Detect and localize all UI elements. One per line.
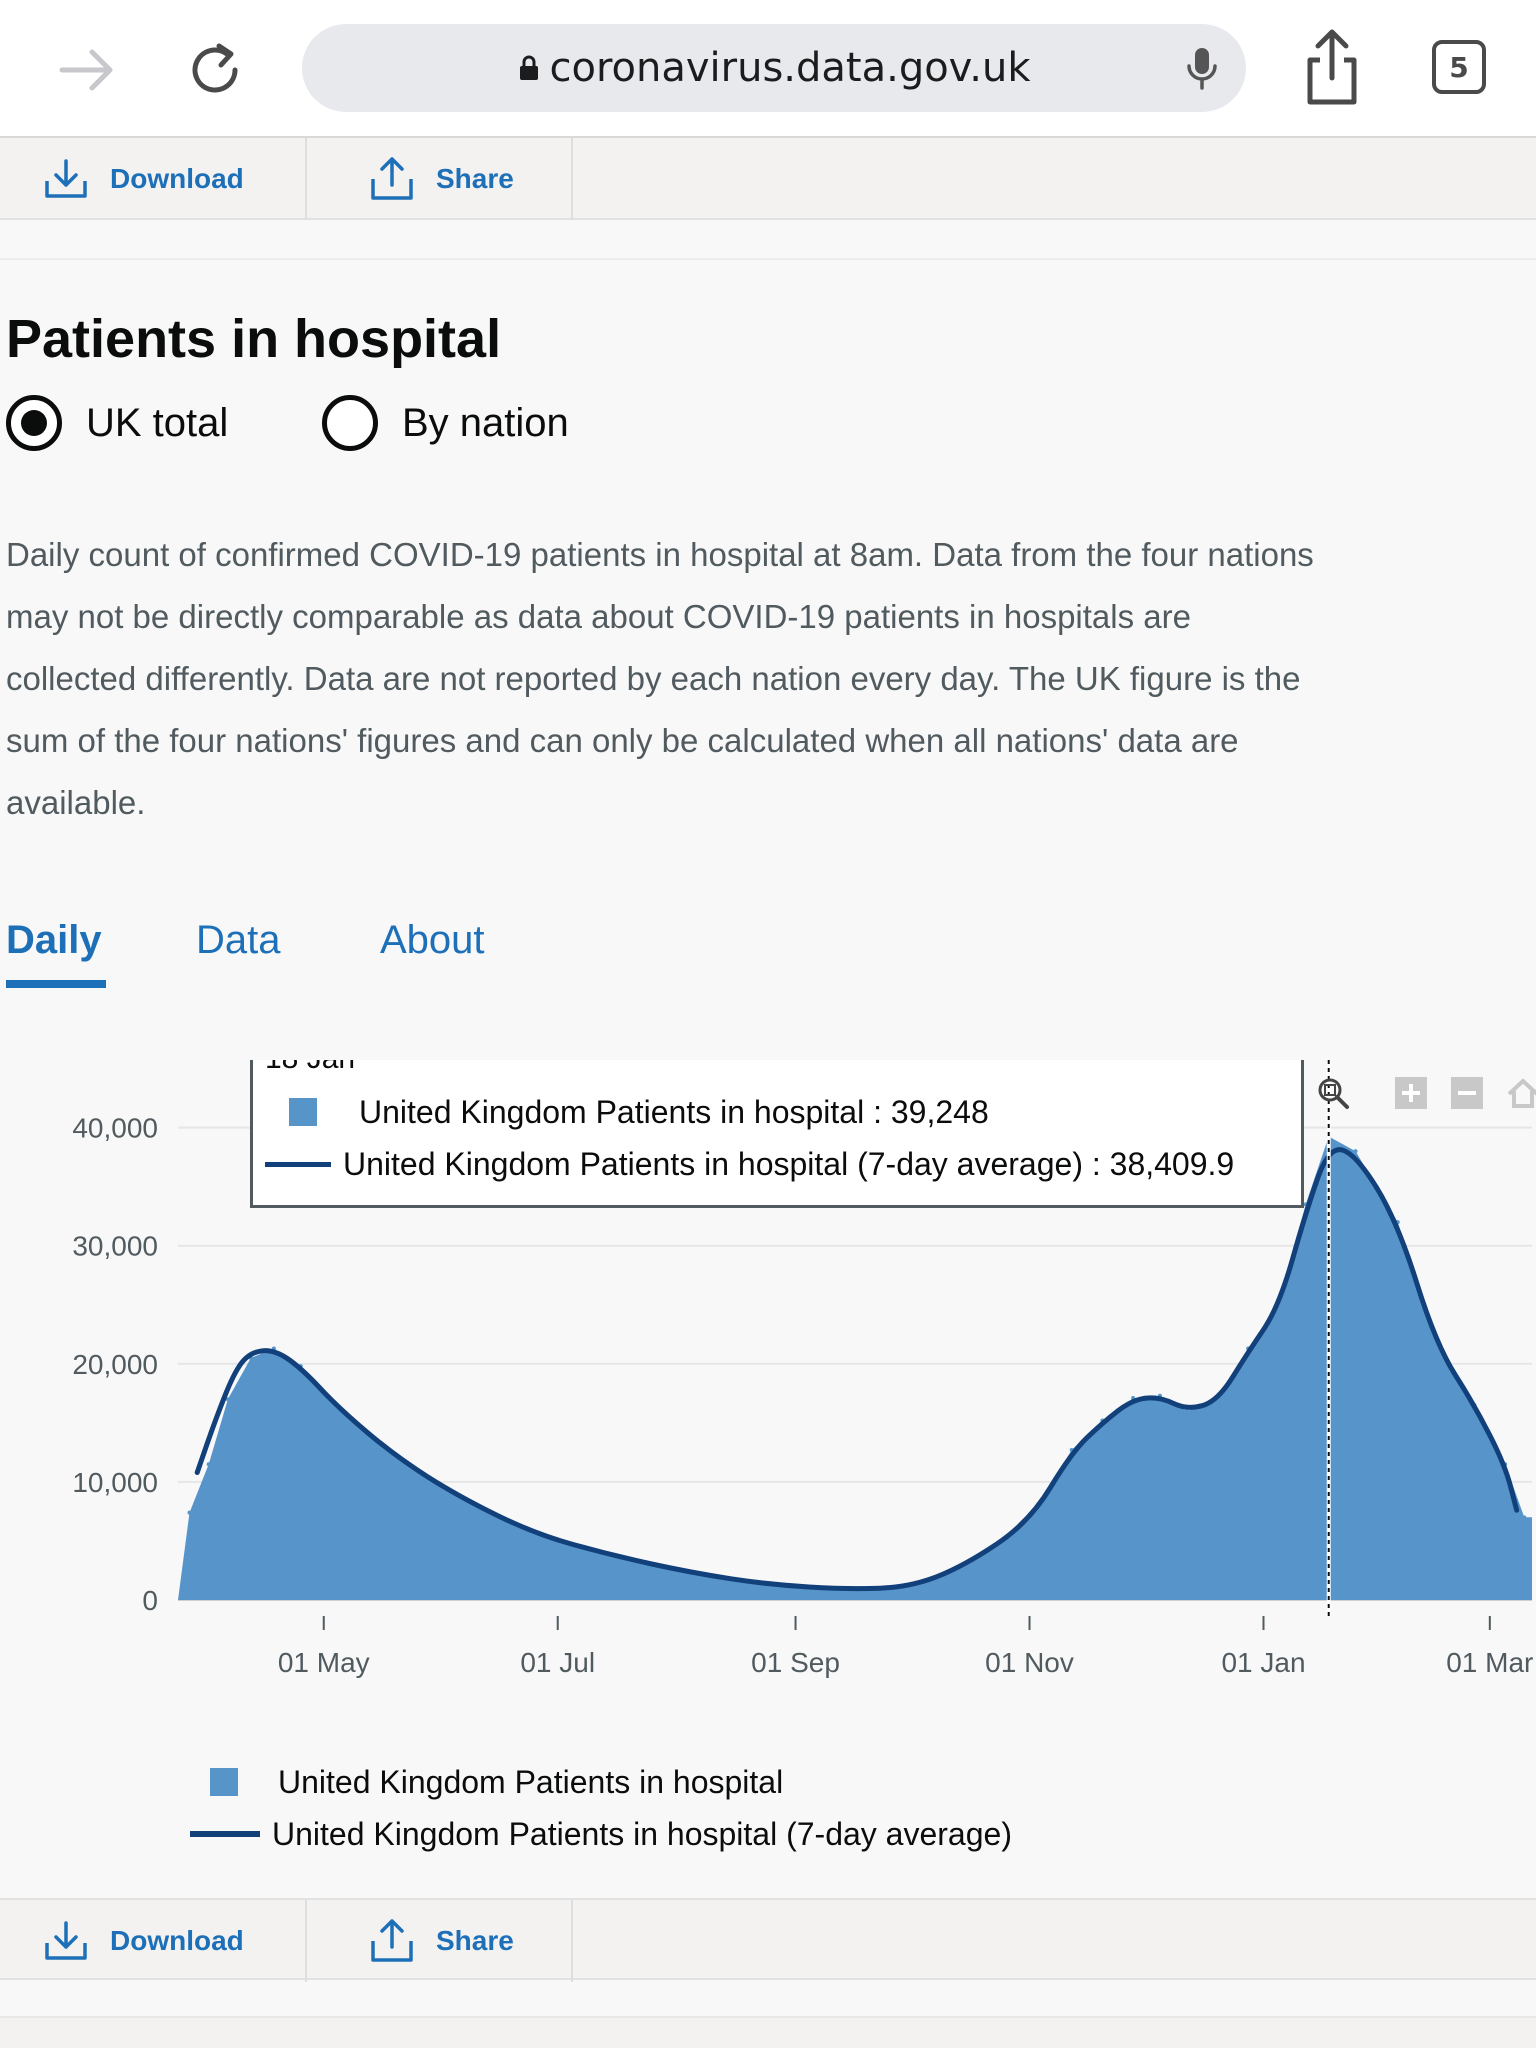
share-label: Share — [436, 1925, 514, 1956]
divider — [305, 1900, 307, 1982]
browser-share-button[interactable] — [1296, 26, 1368, 110]
tooltip-row-line: United Kingdom Patients in hospital (7-d… — [265, 1142, 1234, 1186]
bar-point — [1184, 1409, 1189, 1414]
bar-point — [1522, 1515, 1527, 1520]
x-tick-label: 01 Jan — [1221, 1647, 1305, 1678]
bar-point — [206, 1462, 211, 1467]
tooltip-row-bar-text: United Kingdom Patients in hospital : 39… — [359, 1093, 989, 1130]
x-tick-label: 01 Nov — [985, 1647, 1074, 1678]
lock-icon — [519, 55, 538, 80]
bar-swatch — [210, 1768, 238, 1796]
radio-unchecked-icon — [322, 395, 378, 451]
forward-button[interactable] — [48, 30, 128, 110]
average-line-series — [194, 1147, 1520, 1592]
line-swatch — [265, 1161, 331, 1167]
share-icon — [371, 157, 413, 200]
bar-swatch — [289, 1098, 317, 1126]
x-axis-ticks: 01 May 01 Jul 01 Sep 01 Nov 01 Jan 01 Mar — [278, 1616, 1533, 1678]
tab-about[interactable]: About — [380, 918, 485, 962]
action-bar-top: Download Share — [0, 138, 1536, 220]
tooltip-row-line-text: United Kingdom Patients in hospital (7-d… — [343, 1145, 1235, 1182]
forward-arrow-icon — [59, 49, 113, 91]
browser-toolbar: coronavirus.data.gov.uk 5 — [0, 0, 1536, 138]
description-text: Daily count of confirmed COVID-19 patien… — [6, 536, 1314, 821]
y-tick-label: 20,000 — [72, 1349, 158, 1380]
line-swatch — [190, 1831, 260, 1837]
download-button[interactable]: Download — [44, 1900, 244, 1982]
radio-uk-total-label: UK total — [86, 400, 229, 445]
radio-by-nation[interactable]: By nation — [322, 394, 569, 452]
home-icon[interactable] — [1506, 1076, 1536, 1110]
bar-point — [187, 1510, 192, 1515]
y-axis-ticks: 0 10,000 20,000 30,000 40,000 — [72, 1113, 158, 1616]
tab-switcher-button[interactable]: 5 — [1432, 40, 1486, 94]
bar-point — [1353, 1149, 1358, 1154]
page-title: Patients in hospital — [6, 309, 502, 369]
y-tick-label: 10,000 — [72, 1467, 158, 1498]
next-section-edge — [0, 2016, 1536, 2048]
address-bar[interactable]: coronavirus.data.gov.uk — [302, 24, 1246, 112]
reload-button[interactable] — [175, 30, 255, 110]
radio-uk-total[interactable]: UK total — [6, 394, 228, 452]
share-button[interactable]: Share — [370, 138, 514, 220]
tab-count: 5 — [1449, 50, 1469, 84]
x-tick-label: 01 May — [278, 1647, 370, 1678]
y-tick-label: 0 — [142, 1585, 158, 1616]
tooltip-row-bar: United Kingdom Patients in hospital : 39… — [265, 1090, 989, 1134]
tab-daily[interactable]: Daily — [6, 918, 102, 962]
legend-item-bar[interactable]: United Kingdom Patients in hospital — [190, 1758, 783, 1806]
average-line — [194, 1147, 1520, 1592]
zoom-out-icon[interactable] — [1450, 1076, 1484, 1110]
tab-data[interactable]: Data — [196, 918, 281, 962]
share-label: Share — [436, 163, 514, 194]
reload-icon — [192, 43, 238, 93]
download-label: Download — [110, 163, 244, 194]
x-tick-label: 01 Mar — [1446, 1647, 1533, 1678]
tooltip-date: 18 Jan — [265, 1060, 355, 1076]
microphone-icon[interactable] — [1182, 44, 1222, 92]
x-tick-label: 01 Jul — [520, 1647, 595, 1678]
share-icon — [371, 1919, 413, 1962]
section-divider — [0, 258, 1536, 260]
divider — [571, 138, 573, 220]
zoom-icon[interactable] — [1316, 1076, 1350, 1110]
share-icon — [1307, 29, 1357, 105]
action-bar-bottom: Download Share — [0, 1898, 1536, 1982]
download-icon — [45, 159, 87, 198]
chart-tooltip: 18 Jan United Kingdom Patients in hospit… — [250, 1060, 1304, 1208]
divider — [571, 1900, 573, 1982]
x-tick-label: 01 Sep — [751, 1647, 840, 1678]
download-icon — [45, 1921, 87, 1960]
bar-point — [225, 1397, 230, 1402]
legend-item-line[interactable]: United Kingdom Patients in hospital (7-d… — [190, 1810, 1012, 1858]
legend-line-label: United Kingdom Patients in hospital (7-d… — [272, 1815, 1012, 1852]
y-tick-label: 30,000 — [72, 1231, 158, 1262]
url-text: coronavirus.data.gov.uk — [549, 45, 1031, 91]
radio-by-nation-label: By nation — [402, 400, 569, 445]
radio-checked-icon — [6, 395, 62, 451]
download-label: Download — [110, 1925, 244, 1956]
divider — [305, 138, 307, 220]
active-tab-indicator — [6, 980, 106, 988]
zoom-in-icon[interactable] — [1394, 1076, 1428, 1110]
y-tick-label: 40,000 — [72, 1113, 158, 1144]
bar-series-fill — [178, 1136, 1532, 1600]
legend-bar-label: United Kingdom Patients in hospital — [278, 1763, 784, 1800]
download-button[interactable]: Download — [44, 138, 244, 220]
share-button[interactable]: Share — [370, 1900, 514, 1982]
